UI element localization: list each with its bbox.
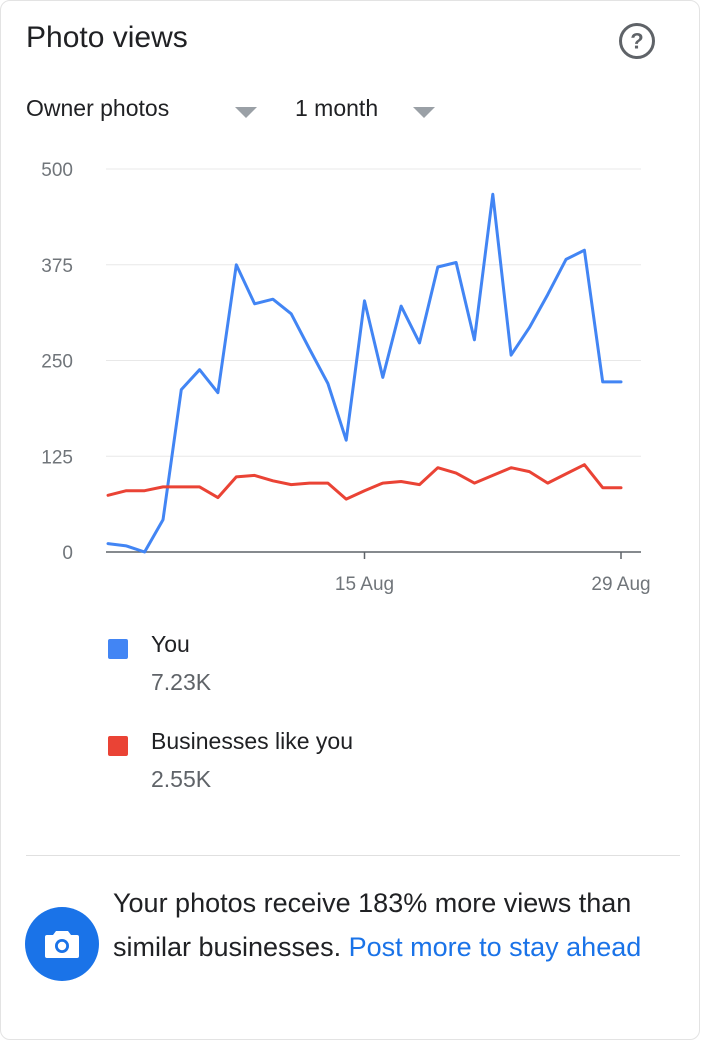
legend-value-businesses: 2.55K (151, 766, 212, 792)
x-tick-label: 29 Aug (591, 574, 650, 595)
series-line-businesses (106, 463, 623, 501)
y-tick-label: 500 (41, 160, 73, 181)
add-photo-button[interactable] (25, 907, 99, 981)
legend-swatch-you (108, 639, 128, 659)
y-tick-label: 375 (41, 256, 73, 277)
post-more-link[interactable]: Post more to stay ahead (348, 932, 642, 962)
photo-views-chart: 500 375 250 125 0 15 Aug 29 Aug (41, 160, 650, 595)
camera-icon (45, 931, 79, 958)
y-tick-label: 0 (62, 543, 73, 564)
divider (26, 855, 680, 856)
y-tick-label: 125 (41, 447, 73, 468)
series-line-you (106, 192, 623, 554)
legend-label-you: You (151, 631, 190, 657)
legend-label-businesses: Businesses like you (151, 728, 353, 754)
insight-message: Your photos receive 183% more views than… (113, 881, 683, 969)
insight-text: Your photos receive 183% more views than… (113, 888, 632, 962)
svg-text:?: ? (630, 29, 643, 54)
help-circle-icon[interactable]: ? (618, 22, 656, 60)
card-title: Photo views (26, 21, 188, 54)
period-dropdown[interactable]: 1 month (295, 95, 435, 122)
legend-swatch-businesses (108, 736, 128, 756)
period-value: 1 month (295, 95, 379, 121)
chevron-down-icon (235, 107, 257, 118)
x-tick-label: 15 Aug (335, 574, 394, 595)
legend-value-you: 7.23K (151, 669, 212, 695)
photo-type-value: Owner photos (26, 95, 170, 121)
chevron-down-icon (413, 107, 435, 118)
y-tick-label: 250 (41, 352, 73, 373)
photo-type-dropdown[interactable]: Owner photos (26, 95, 257, 122)
